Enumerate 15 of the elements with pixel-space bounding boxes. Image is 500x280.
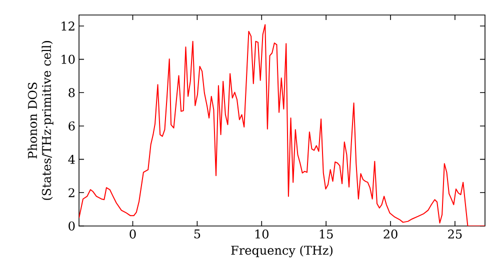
x-axis-title: Frequency (THz) xyxy=(231,245,332,258)
y-tick-label: 12 xyxy=(62,22,74,30)
y-tick-label: 2 xyxy=(68,188,74,198)
x-tick-label: 15 xyxy=(320,230,333,239)
y-tick-label: 8 xyxy=(68,88,75,98)
x-tick-label: 20 xyxy=(384,230,398,239)
x-tick-label: 25 xyxy=(448,230,462,239)
x-tick-label: 5 xyxy=(194,230,200,238)
y-tick-label: 10 xyxy=(62,54,75,64)
y-axis-title: Phonon DOS (States/THz·primitive cell) xyxy=(28,41,54,200)
y-tick-label: 4 xyxy=(68,154,75,164)
y-tick-label: 6 xyxy=(68,121,75,131)
x-tick-label: 0 xyxy=(130,230,136,239)
y-tick-label: 0 xyxy=(68,221,75,231)
x-tick-label: 10 xyxy=(255,230,268,239)
